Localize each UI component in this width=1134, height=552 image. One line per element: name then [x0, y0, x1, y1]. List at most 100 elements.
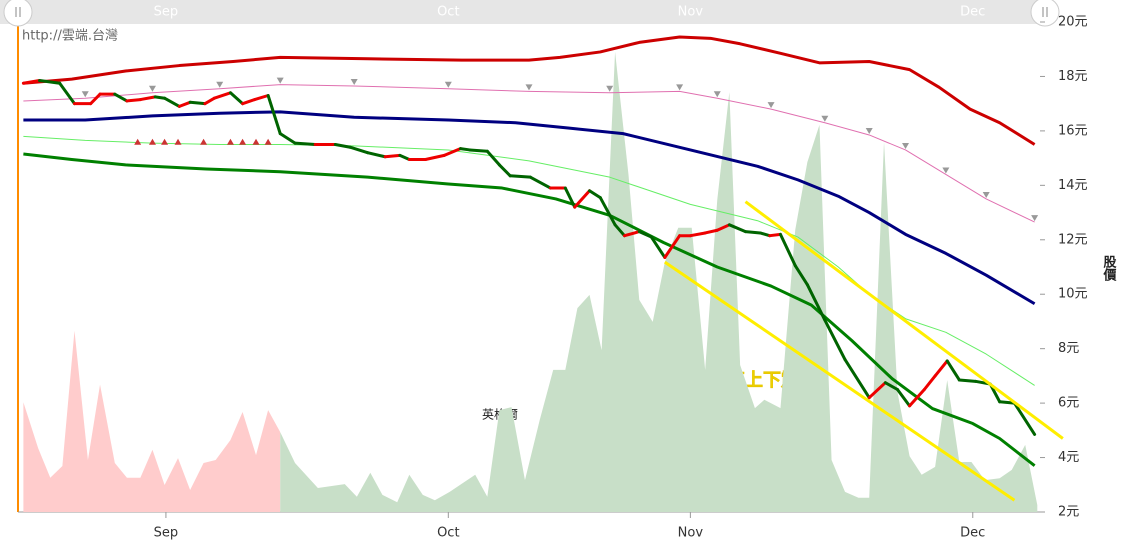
y-tick-label: 4元 — [1058, 450, 1079, 465]
marker — [239, 138, 247, 145]
price-segment — [588, 189, 602, 200]
price-segment — [793, 264, 809, 287]
y-tick-label: 14元 — [1058, 178, 1088, 193]
price-segment — [778, 232, 797, 268]
price-segment — [366, 151, 387, 159]
marker — [902, 142, 910, 149]
price-segment — [563, 186, 577, 209]
marker — [252, 138, 260, 145]
y-tick-label: 18元 — [1058, 69, 1088, 84]
marker — [161, 138, 169, 145]
x-tick-label: Nov — [678, 526, 704, 541]
x-tick-label: Oct — [437, 526, 459, 541]
price-segment — [867, 381, 887, 400]
navigator-label: Dec — [960, 5, 985, 20]
price-segment — [703, 228, 719, 235]
handle-circle[interactable] — [1030, 0, 1060, 27]
price-segment — [598, 196, 617, 227]
price-segment — [253, 94, 270, 102]
price-segment — [89, 92, 102, 106]
price-segment — [622, 230, 641, 238]
handle-circle[interactable] — [3, 0, 33, 27]
price-segment — [38, 79, 62, 85]
price-segment — [125, 98, 142, 103]
line — [744, 200, 1064, 440]
plot-layer — [21, 35, 1064, 512]
marker — [676, 84, 684, 91]
price-segment — [278, 132, 297, 145]
marker — [713, 91, 721, 98]
price-segment — [573, 189, 592, 209]
y-tick-label: 10元 — [1058, 287, 1088, 302]
price-segment — [945, 359, 961, 382]
price-segment — [649, 235, 667, 259]
line — [23, 110, 1036, 306]
price-segment — [497, 163, 512, 178]
navigator-handle[interactable] — [1030, 0, 1060, 27]
price-segment — [333, 143, 352, 149]
price-segment — [485, 149, 501, 167]
source-text: http://雲端.台灣 — [22, 29, 118, 44]
x-tick-label: Sep — [154, 526, 179, 541]
marker — [350, 78, 358, 85]
price-segment — [228, 91, 245, 106]
y-tick-label: 20元 — [1058, 15, 1088, 30]
price-segment — [138, 95, 157, 102]
price-segment — [933, 359, 949, 378]
price-segment — [998, 400, 1016, 405]
price-segment — [241, 98, 257, 106]
marker — [276, 77, 284, 84]
navigator-label: Sep — [154, 5, 179, 20]
price-segment — [508, 174, 532, 179]
y-tick-label: 16元 — [1058, 123, 1088, 138]
price-segment — [458, 147, 472, 152]
price-segment — [637, 230, 653, 239]
y-axis-title: 股價 — [1101, 255, 1118, 282]
price-segment — [895, 388, 912, 408]
price-segment — [715, 223, 731, 232]
price-segment — [922, 374, 937, 391]
marker — [216, 81, 224, 88]
navigator-label: Oct — [437, 5, 459, 20]
price-segment — [468, 148, 489, 153]
price-segment — [663, 234, 682, 259]
volume-area — [23, 330, 281, 512]
marker — [525, 84, 533, 91]
navigator-handle[interactable] — [3, 0, 33, 27]
line — [23, 152, 1036, 467]
price-segment — [212, 91, 232, 100]
price-segment — [58, 81, 76, 106]
marker — [200, 138, 208, 145]
line — [663, 260, 1016, 502]
y-tick-label: 12元 — [1058, 232, 1088, 247]
marker — [606, 85, 614, 92]
y-tick-label: 8元 — [1058, 341, 1079, 356]
marker — [821, 115, 829, 122]
price-segment — [768, 232, 782, 238]
marker — [148, 85, 156, 92]
marker — [1031, 215, 1039, 222]
price-segment — [528, 175, 553, 190]
line — [23, 135, 1035, 386]
y-tick-label: 2元 — [1058, 505, 1079, 520]
price-segment — [153, 95, 167, 100]
price-segment — [688, 231, 707, 238]
marker — [942, 167, 950, 174]
price-segment — [908, 388, 926, 408]
marker — [982, 191, 990, 198]
price-segment — [163, 96, 181, 108]
price-segment — [398, 153, 411, 161]
price-segment — [442, 147, 462, 157]
price-segment — [744, 230, 762, 235]
line — [23, 84, 1035, 223]
y-tick-label: 6元 — [1058, 396, 1079, 411]
navigator-bar — [0, 0, 1045, 24]
price-segment — [203, 96, 216, 106]
price-segment — [823, 318, 847, 362]
price-segment — [423, 153, 446, 161]
price-segment — [883, 381, 899, 391]
navigator-label: Nov — [678, 5, 704, 20]
x-tick-label: Dec — [960, 526, 985, 541]
marker — [226, 138, 234, 145]
